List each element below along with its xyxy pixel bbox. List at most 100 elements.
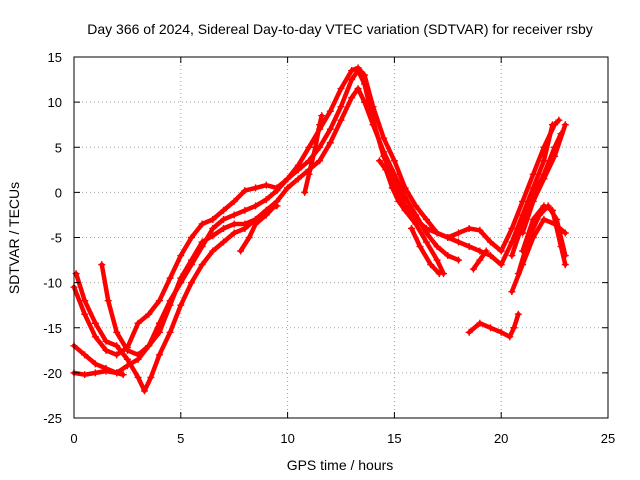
data-point [369,121,377,129]
data-point [476,247,484,255]
data-point [220,215,228,223]
data-point [519,220,527,228]
series-s4 [72,85,462,395]
data-point [123,346,131,354]
series-s7 [301,112,326,196]
data-point [540,202,548,210]
series-s6 [237,202,279,255]
data-point [147,373,155,381]
data-point [529,170,537,178]
data-point [326,139,334,147]
data-point [487,252,495,260]
data-point [145,342,153,350]
series-line [466,311,521,340]
series-layer [70,64,569,395]
data-point [416,243,424,251]
data-point [316,157,324,165]
x-tick-label: 5 [177,431,184,446]
data-point [155,319,163,327]
data-point [401,184,409,192]
data-point [540,170,548,178]
data-point [548,206,556,214]
data-point [360,98,368,106]
data-point [422,215,430,223]
data-point [433,256,441,264]
data-point [433,243,441,251]
data-point [519,197,527,205]
data-point [540,157,548,165]
data-point [444,252,452,260]
data-point [273,197,281,205]
data-point [177,252,185,260]
data-point [390,157,398,165]
data-point [81,297,89,305]
x-tick-label: 15 [387,431,401,446]
data-point [230,211,238,219]
series-line [71,68,555,358]
data-point [487,238,495,246]
data-point [220,224,228,232]
data-point [497,328,505,336]
data-point [187,279,195,287]
data-point [469,265,477,273]
data-point [369,103,377,111]
data-point [395,197,403,205]
data-point [134,351,142,359]
data-point [401,193,409,201]
y-tick-label: 5 [55,140,62,155]
series-s9 [407,224,443,278]
data-point [348,76,356,84]
data-point [311,143,319,151]
data-point [551,121,559,129]
series-line [409,226,442,276]
data-point [380,134,388,142]
data-point [326,107,334,115]
data-point [454,256,462,264]
data-point [337,85,345,93]
data-point [305,170,313,178]
series-line [99,65,562,358]
data-point [375,157,383,165]
series-s10 [465,310,522,341]
data-point [220,206,228,214]
data-point [422,238,430,246]
series-line [509,131,564,258]
data-point [91,369,99,377]
data-point [401,206,409,214]
data-point [140,387,148,395]
data-point [476,226,484,234]
data-point [476,319,484,327]
data-point [187,234,195,241]
data-point [412,220,420,228]
data-point [508,224,516,232]
data-point [497,261,505,269]
data-point [326,125,334,133]
data-point [91,333,99,341]
data-point [337,116,345,124]
data-point [81,310,89,318]
y-tick-label: 0 [55,185,62,200]
data-point [506,333,514,341]
data-point [305,143,313,151]
data-point [241,206,249,214]
data-point [102,367,110,375]
data-point [123,355,131,363]
data-point [198,243,206,251]
data-point [271,202,279,210]
data-point [102,337,110,345]
data-point [487,324,495,332]
series-s16 [508,130,565,260]
data-point [252,220,260,228]
data-point [145,310,153,318]
data-point [241,224,249,232]
data-point [209,224,217,232]
data-point [465,224,473,232]
data-point [252,184,260,192]
data-point [301,188,309,196]
data-point [354,85,362,93]
y-tick-label: 10 [48,95,62,110]
data-point [508,252,516,260]
data-point [166,274,174,282]
y-tick-label: -5 [50,231,62,246]
data-point [444,234,452,241]
